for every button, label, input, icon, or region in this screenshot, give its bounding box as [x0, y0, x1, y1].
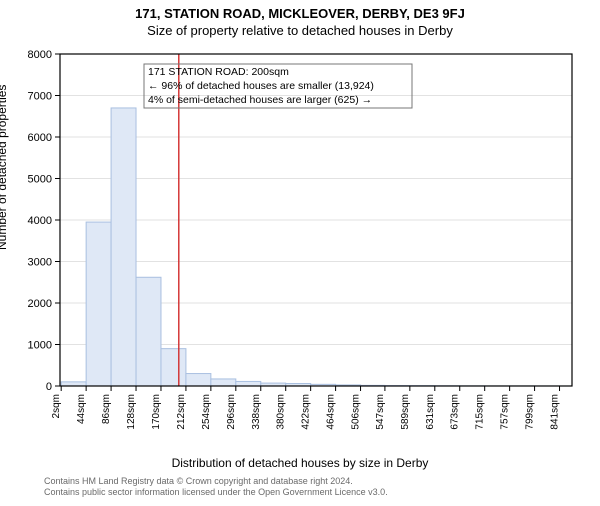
svg-text:6000: 6000 — [28, 132, 52, 144]
annotation-line2: ← 96% of detached houses are smaller (13… — [148, 79, 408, 93]
annotation-line1: 171 STATION ROAD: 200sqm — [148, 65, 408, 79]
svg-text:4000: 4000 — [28, 215, 52, 227]
svg-text:506sqm: 506sqm — [351, 394, 362, 430]
annotation-box: 171 STATION ROAD: 200sqm ← 96% of detach… — [148, 65, 408, 108]
chart-container: Number of detached properties 0 1000 2000 3… — [0, 40, 600, 460]
svg-text:254sqm: 254sqm — [201, 394, 212, 430]
footer-line1: Contains HM Land Registry data © Crown c… — [44, 476, 590, 487]
svg-text:44sqm: 44sqm — [76, 394, 87, 424]
svg-text:8000: 8000 — [28, 49, 52, 61]
histogram-bar — [236, 381, 261, 386]
svg-text:547sqm: 547sqm — [375, 394, 386, 430]
svg-text:2sqm: 2sqm — [51, 394, 62, 418]
svg-text:7000: 7000 — [28, 91, 52, 103]
y-axis-label: Number of detached properties — [0, 85, 9, 250]
svg-text:170sqm: 170sqm — [151, 394, 162, 430]
svg-text:799sqm: 799sqm — [525, 394, 536, 430]
svg-text:715sqm: 715sqm — [475, 394, 486, 430]
svg-text:422sqm: 422sqm — [301, 394, 312, 430]
svg-text:1000: 1000 — [28, 340, 52, 352]
svg-text:673sqm: 673sqm — [450, 394, 461, 430]
svg-text:338sqm: 338sqm — [251, 394, 262, 430]
svg-text:3000: 3000 — [28, 257, 52, 269]
svg-text:841sqm: 841sqm — [550, 394, 561, 430]
title-address: 171, STATION ROAD, MICKLEOVER, DERBY, DE… — [0, 6, 600, 21]
svg-text:380sqm: 380sqm — [276, 394, 287, 430]
svg-text:128sqm: 128sqm — [126, 394, 137, 430]
footer: Contains HM Land Registry data © Crown c… — [0, 470, 600, 499]
svg-text:631sqm: 631sqm — [425, 394, 436, 430]
title-subtitle: Size of property relative to detached ho… — [0, 23, 600, 38]
histogram-bar — [186, 374, 211, 386]
svg-text:212sqm: 212sqm — [176, 394, 187, 430]
svg-text:589sqm: 589sqm — [400, 394, 411, 430]
svg-text:5000: 5000 — [28, 174, 52, 186]
annotation-line3: 4% of semi-detached houses are larger (6… — [148, 93, 408, 107]
histogram-bar — [111, 108, 136, 386]
histogram-bar — [136, 277, 161, 386]
svg-text:757sqm: 757sqm — [500, 394, 511, 430]
footer-line2: Contains public sector information licen… — [44, 487, 590, 498]
svg-text:2000: 2000 — [28, 298, 52, 310]
histogram-bar — [211, 379, 236, 386]
svg-text:464sqm: 464sqm — [326, 394, 337, 430]
histogram-bar — [86, 222, 111, 386]
histogram-bar — [61, 382, 86, 386]
svg-text:296sqm: 296sqm — [226, 394, 237, 430]
histogram-bar — [161, 349, 186, 386]
svg-text:86sqm: 86sqm — [101, 394, 112, 424]
svg-text:0: 0 — [46, 381, 52, 393]
